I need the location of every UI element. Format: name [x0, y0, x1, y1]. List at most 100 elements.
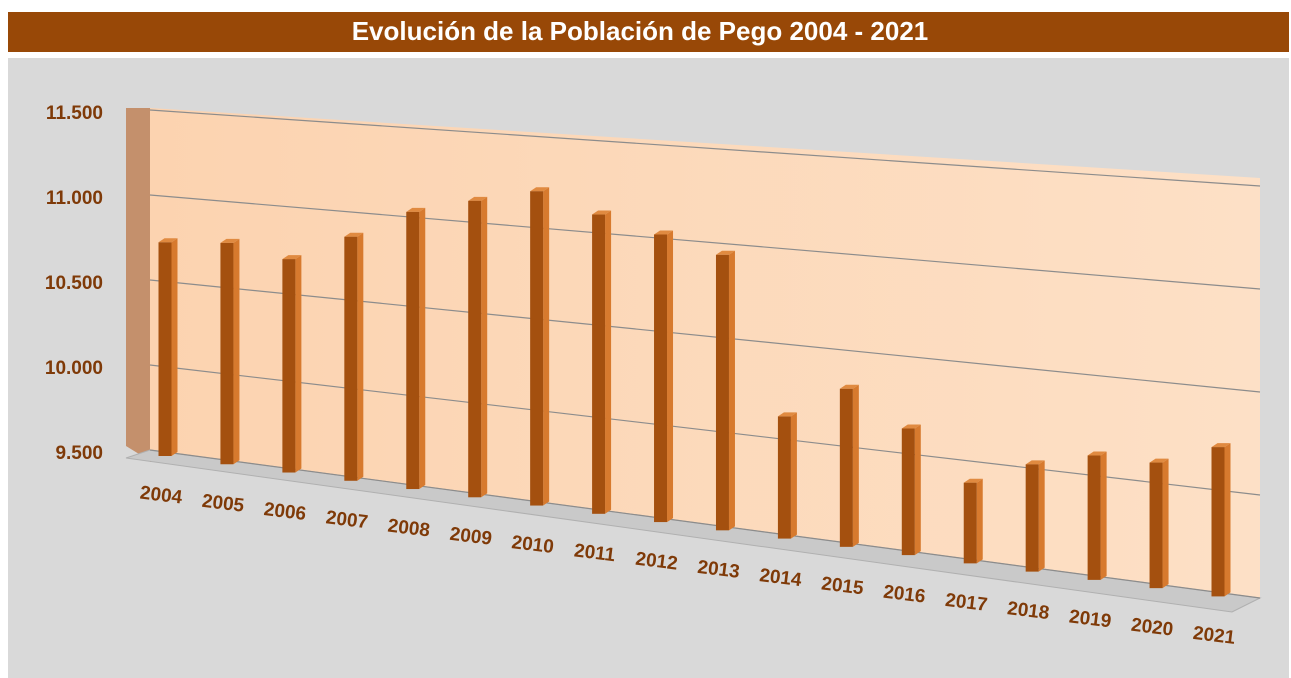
- x-tick-label: 2012: [634, 549, 679, 575]
- bar-top: [715, 250, 735, 255]
- bar: [1025, 460, 1045, 572]
- bar-side: [605, 210, 612, 514]
- bar-top: [1211, 443, 1231, 448]
- bar-front: [901, 428, 915, 556]
- grid-line: [149, 279, 1261, 393]
- bar: [963, 478, 983, 564]
- bar-side: [667, 230, 674, 523]
- bar: [1149, 458, 1169, 589]
- x-tick-label: 2011: [573, 540, 617, 566]
- bar-front: [1087, 455, 1101, 580]
- bar-top: [282, 255, 302, 260]
- y-tick-label: 10.500: [45, 273, 103, 294]
- bar-top: [1025, 460, 1045, 465]
- bar-front: [406, 211, 420, 490]
- bar: [592, 210, 612, 514]
- bar-top: [592, 210, 612, 215]
- title-bar: [8, 12, 1289, 52]
- chart-title: Evolución de la Población de Pego 2004 -…: [352, 16, 929, 46]
- grid-line: [149, 194, 1261, 290]
- bar-top: [777, 412, 797, 417]
- x-tick-label: 2009: [449, 524, 494, 550]
- bar: [777, 412, 797, 539]
- bar: [158, 238, 178, 456]
- bar-top: [839, 384, 859, 389]
- bar-top: [1149, 458, 1169, 463]
- bar-side: [976, 478, 983, 564]
- bar-top: [468, 196, 488, 201]
- bar-front: [777, 416, 791, 539]
- bar-front: [468, 200, 482, 498]
- y-tick-label: 11.000: [46, 188, 103, 209]
- bar-side: [1038, 460, 1045, 572]
- bar: [1087, 451, 1107, 580]
- bar: [468, 196, 488, 498]
- bar-top: [901, 424, 921, 429]
- grid-line: [149, 364, 1261, 496]
- bar-side: [543, 187, 550, 506]
- bar-side: [419, 207, 426, 490]
- bar-side: [852, 384, 859, 547]
- x-tick-label: 2008: [387, 516, 432, 542]
- bar-front: [1025, 464, 1039, 572]
- bar-side: [481, 196, 488, 498]
- bar: [282, 255, 302, 473]
- bar: [839, 384, 859, 547]
- bar-top: [406, 207, 426, 212]
- back-wall: [150, 108, 1260, 598]
- bar-front: [158, 242, 172, 456]
- x-tick-label: 2007: [325, 507, 370, 533]
- bar-top: [220, 238, 240, 243]
- bar: [1211, 443, 1231, 597]
- x-tick-label: 2017: [944, 590, 989, 616]
- bar-side: [1162, 458, 1169, 589]
- bar-top: [963, 478, 983, 483]
- bar-front: [839, 388, 853, 547]
- x-tick-label: 2018: [1006, 598, 1051, 624]
- x-tick-label: 2013: [696, 557, 741, 583]
- side-wall: [126, 108, 152, 462]
- x-tick-label: 2005: [201, 491, 246, 517]
- bar-top: [344, 232, 364, 237]
- bar-side: [790, 412, 797, 539]
- bar-front: [1149, 462, 1163, 589]
- bar-front: [220, 242, 234, 465]
- bar-top: [158, 238, 178, 243]
- grid-line: [149, 109, 1261, 187]
- bar-front: [963, 482, 977, 564]
- bar-front: [282, 259, 296, 473]
- x-tick-label: 2021: [1192, 623, 1237, 649]
- y-tick-label: 11.500: [46, 103, 103, 124]
- bar-side: [1100, 451, 1107, 580]
- x-tick-label: 2006: [263, 499, 308, 525]
- bar-top: [530, 187, 550, 192]
- x-tick-label: 2015: [820, 573, 865, 599]
- bar: [901, 424, 921, 556]
- x-tick-label: 2014: [758, 565, 803, 591]
- x-tick-label: 2010: [510, 532, 555, 558]
- bar-side: [171, 238, 178, 456]
- bar-front: [530, 191, 544, 506]
- grid-line: [149, 449, 1261, 599]
- bar: [406, 207, 426, 490]
- bar-side: [914, 424, 921, 556]
- bar-front: [592, 214, 606, 514]
- y-tick-label: 9.500: [55, 443, 103, 464]
- bar-front: [344, 236, 358, 481]
- bar-top: [654, 230, 674, 235]
- bar: [715, 250, 735, 531]
- bar: [344, 232, 364, 481]
- bar-top: [1087, 451, 1107, 456]
- bar-front: [1211, 447, 1225, 597]
- bar-front: [715, 254, 729, 531]
- bar-side: [295, 255, 302, 473]
- bar: [654, 230, 674, 523]
- bar-side: [233, 238, 240, 465]
- bar-front: [654, 234, 668, 523]
- bar-side: [1224, 443, 1231, 597]
- x-tick-label: 2020: [1130, 615, 1175, 641]
- x-tick-label: 2016: [882, 582, 927, 608]
- y-tick-label: 10.000: [45, 358, 103, 379]
- bar: [220, 238, 240, 465]
